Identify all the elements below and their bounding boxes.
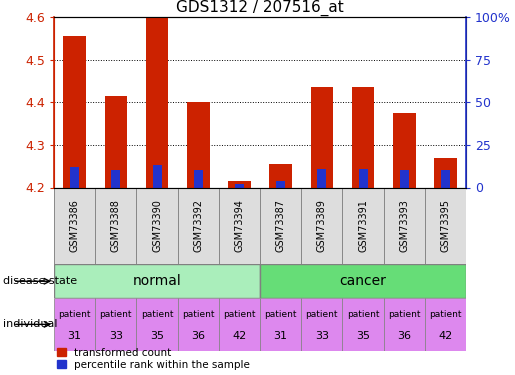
Bar bbox=[63, 36, 86, 188]
Text: patient: patient bbox=[388, 310, 421, 320]
Text: GSM73391: GSM73391 bbox=[358, 200, 368, 252]
Text: patient: patient bbox=[99, 310, 132, 320]
FancyBboxPatch shape bbox=[425, 188, 466, 264]
FancyBboxPatch shape bbox=[342, 188, 384, 264]
Bar bbox=[400, 170, 409, 188]
FancyBboxPatch shape bbox=[95, 298, 136, 351]
Bar bbox=[311, 87, 333, 188]
Text: individual: individual bbox=[3, 320, 64, 329]
FancyBboxPatch shape bbox=[219, 298, 260, 351]
FancyBboxPatch shape bbox=[178, 298, 219, 351]
Text: disease state: disease state bbox=[3, 276, 80, 286]
FancyBboxPatch shape bbox=[95, 188, 136, 264]
Title: GDS1312 / 207516_at: GDS1312 / 207516_at bbox=[176, 0, 344, 15]
Text: GSM73389: GSM73389 bbox=[317, 200, 327, 252]
Bar bbox=[276, 181, 285, 188]
Text: GSM73392: GSM73392 bbox=[193, 200, 203, 252]
Text: GSM73393: GSM73393 bbox=[399, 200, 409, 252]
FancyBboxPatch shape bbox=[178, 188, 219, 264]
Text: patient: patient bbox=[182, 310, 215, 320]
FancyBboxPatch shape bbox=[260, 188, 301, 264]
Text: patient: patient bbox=[305, 310, 338, 320]
FancyBboxPatch shape bbox=[54, 264, 260, 298]
Text: 31: 31 bbox=[67, 331, 82, 341]
Bar bbox=[111, 170, 121, 188]
Legend: transformed count, percentile rank within the sample: transformed count, percentile rank withi… bbox=[57, 348, 250, 370]
FancyBboxPatch shape bbox=[54, 298, 95, 351]
Text: 33: 33 bbox=[315, 331, 329, 341]
Text: 36: 36 bbox=[191, 331, 205, 341]
Bar bbox=[194, 170, 203, 188]
FancyBboxPatch shape bbox=[136, 298, 178, 351]
FancyBboxPatch shape bbox=[384, 188, 425, 264]
Bar bbox=[235, 184, 244, 188]
Text: GSM73390: GSM73390 bbox=[152, 200, 162, 252]
Text: 31: 31 bbox=[273, 331, 288, 341]
FancyBboxPatch shape bbox=[54, 188, 95, 264]
Text: patient: patient bbox=[347, 310, 380, 320]
Text: patient: patient bbox=[264, 310, 297, 320]
Text: GSM73386: GSM73386 bbox=[70, 200, 80, 252]
Text: GSM73394: GSM73394 bbox=[234, 200, 245, 252]
FancyBboxPatch shape bbox=[301, 188, 342, 264]
Text: 35: 35 bbox=[150, 331, 164, 341]
Bar bbox=[441, 170, 450, 188]
FancyBboxPatch shape bbox=[384, 298, 425, 351]
Bar bbox=[105, 96, 127, 188]
Text: 42: 42 bbox=[438, 331, 453, 341]
Bar bbox=[269, 164, 292, 188]
Bar bbox=[187, 102, 210, 188]
FancyBboxPatch shape bbox=[342, 298, 384, 351]
Text: GSM73388: GSM73388 bbox=[111, 200, 121, 252]
Text: patient: patient bbox=[58, 310, 91, 320]
Bar bbox=[393, 113, 416, 188]
Text: patient: patient bbox=[429, 310, 462, 320]
FancyBboxPatch shape bbox=[219, 188, 260, 264]
Bar bbox=[152, 165, 162, 188]
Text: 36: 36 bbox=[397, 331, 411, 341]
FancyBboxPatch shape bbox=[260, 264, 466, 298]
Text: normal: normal bbox=[133, 274, 181, 288]
Bar bbox=[70, 167, 79, 188]
FancyBboxPatch shape bbox=[301, 298, 342, 351]
Text: GSM73387: GSM73387 bbox=[276, 200, 286, 252]
Bar bbox=[317, 169, 327, 188]
Text: 42: 42 bbox=[232, 331, 247, 341]
FancyBboxPatch shape bbox=[425, 298, 466, 351]
Text: GSM73395: GSM73395 bbox=[440, 200, 451, 252]
FancyBboxPatch shape bbox=[136, 188, 178, 264]
Bar bbox=[228, 181, 251, 188]
Text: cancer: cancer bbox=[339, 274, 387, 288]
Bar bbox=[358, 169, 368, 188]
Text: patient: patient bbox=[141, 310, 174, 320]
FancyBboxPatch shape bbox=[260, 298, 301, 351]
Text: 35: 35 bbox=[356, 331, 370, 341]
Text: patient: patient bbox=[223, 310, 256, 320]
Bar bbox=[352, 87, 374, 188]
Bar bbox=[434, 158, 457, 188]
Text: 33: 33 bbox=[109, 331, 123, 341]
Bar bbox=[146, 17, 168, 188]
